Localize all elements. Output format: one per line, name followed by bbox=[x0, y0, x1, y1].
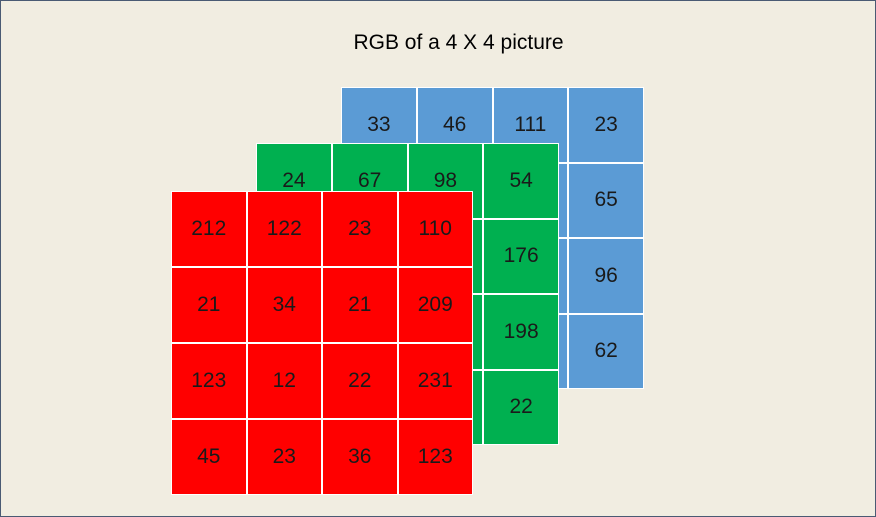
green-pixel-cell: 54 bbox=[483, 143, 559, 219]
red-pixel-cell: 110 bbox=[397, 191, 473, 267]
red-pixel-cell: 23 bbox=[246, 419, 322, 495]
green-pixel-cell: 198 bbox=[483, 294, 559, 370]
red-channel-grid: 212 122 23 110 21 34 21 209 123 12 22 231 45 23 36 123 bbox=[171, 191, 473, 495]
green-pixel-cell: 22 bbox=[483, 369, 559, 445]
red-pixel-cell: 231 bbox=[397, 343, 473, 419]
red-pixel-cell: 123 bbox=[171, 343, 247, 419]
red-pixel-cell: 45 bbox=[171, 419, 247, 495]
red-pixel-cell: 22 bbox=[322, 343, 398, 419]
red-pixel-cell: 36 bbox=[322, 419, 398, 495]
blue-pixel-cell: 65 bbox=[568, 162, 644, 238]
green-pixel-cell: 176 bbox=[483, 218, 559, 294]
red-pixel-cell: 21 bbox=[322, 267, 398, 343]
red-pixel-cell: 23 bbox=[322, 191, 398, 267]
red-pixel-cell: 12 bbox=[246, 343, 322, 419]
red-pixel-cell: 209 bbox=[397, 267, 473, 343]
red-pixel-cell: 21 bbox=[171, 267, 247, 343]
red-pixel-cell: 123 bbox=[397, 419, 473, 495]
diagram-title: RGB of a 4 X 4 picture bbox=[353, 31, 564, 54]
blue-pixel-cell: 62 bbox=[568, 313, 644, 389]
red-pixel-cell: 34 bbox=[246, 267, 322, 343]
red-pixel-cell: 212 bbox=[171, 191, 247, 267]
blue-pixel-cell: 96 bbox=[568, 238, 644, 314]
red-pixel-cell: 122 bbox=[246, 191, 322, 267]
blue-pixel-cell: 23 bbox=[568, 87, 644, 163]
